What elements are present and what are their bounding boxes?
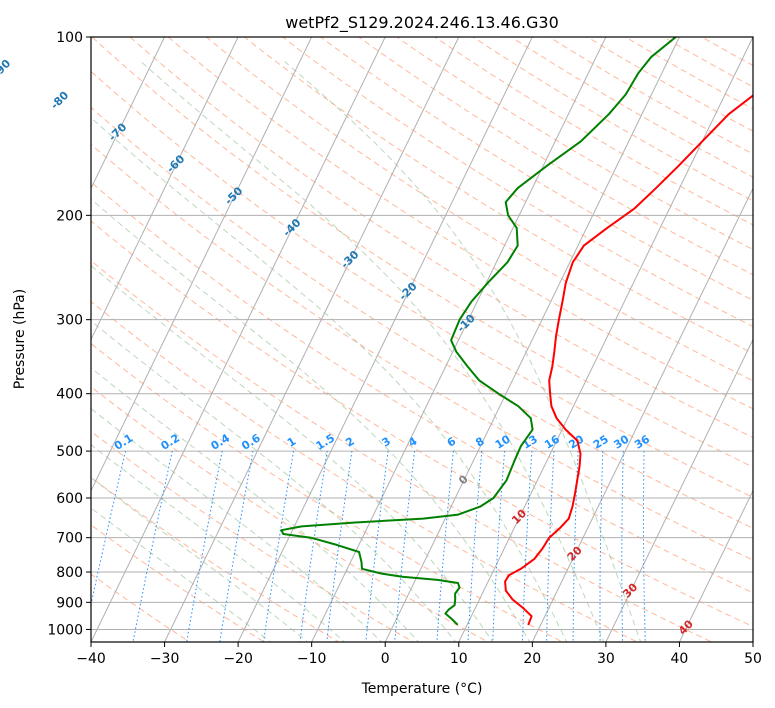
isotherm-line (163, 37, 460, 642)
y-tick-label: 100 (56, 30, 83, 46)
y-tick-label: 1000 (47, 622, 83, 638)
dry-adiabat (91, 181, 753, 594)
dry-adiabat (91, 476, 340, 642)
mixing-ratio-line (643, 451, 646, 642)
y-tick-label: 500 (56, 444, 83, 460)
y-tick-label: 800 (56, 565, 83, 581)
dry-adiabat (91, 220, 753, 628)
isotherm-line (91, 37, 239, 341)
isotherm-line (311, 37, 607, 642)
mixing-ratio-line (263, 451, 294, 642)
x-tick-label: 20 (523, 651, 541, 667)
mixing-ratio-line (394, 451, 416, 642)
y-tick-label: 400 (56, 387, 83, 403)
mixing-ratio-line (546, 451, 555, 642)
isotherm-line (605, 338, 753, 642)
plot-area (91, 37, 753, 642)
x-tick-label: −40 (76, 651, 106, 667)
isotherm-line (752, 640, 753, 642)
mixing-ratio-line (521, 451, 533, 642)
dry-adiabat (91, 524, 266, 642)
isotherm-line (91, 37, 166, 190)
x-tick-label: −30 (150, 651, 180, 667)
mixing-ratio-line (91, 450, 126, 607)
isotherm-line (91, 37, 313, 492)
moist-adiabat (91, 198, 531, 642)
x-tick-label: 0 (381, 651, 390, 667)
isotherm-line (237, 37, 533, 642)
background-lines (91, 37, 753, 642)
isotherm-label: -90 (0, 57, 14, 80)
dry-adiabat (91, 143, 753, 561)
mixing-ratio-line (436, 451, 454, 642)
mixing-ratio-line (299, 451, 328, 642)
mixing-ratio-line (186, 451, 223, 642)
y-tick-label: 200 (56, 208, 83, 224)
y-tick-label: 600 (56, 491, 83, 507)
y-tick-label: 300 (56, 313, 83, 329)
dry-adiabat (91, 260, 713, 642)
moist-adiabat (91, 116, 568, 642)
dry-adiabat (91, 300, 639, 642)
mixing-ratio-line (492, 451, 506, 642)
moist-adiabat (91, 476, 309, 642)
chart-title: wetPf2_S129.2024.246.13.46.G30 (285, 13, 559, 33)
dry-adiabat (91, 342, 564, 642)
x-axis: −40 −30 −20 −10 0 10 20 30 40 50 (76, 642, 762, 667)
isotherm-line (91, 37, 386, 642)
isotherm-line (531, 187, 753, 642)
mixing-ratio-line (365, 451, 389, 642)
mixing-ratio-line (621, 451, 624, 642)
x-tick-label: 10 (450, 651, 468, 667)
plot-frame (90, 36, 754, 643)
x-axis-title: Temperature (°C) (361, 681, 483, 697)
x-tick-label: 50 (744, 651, 762, 667)
dry-adiabat (91, 106, 753, 529)
mixing-ratio-line (132, 450, 173, 642)
mixing-ratio-line (326, 451, 353, 642)
dry-adiabat (91, 386, 490, 642)
x-tick-label: 40 (670, 651, 688, 667)
series-lines (280, 37, 753, 626)
x-tick-label: −10 (297, 651, 327, 667)
y-axis-title: Pressure (hPa) (12, 289, 28, 389)
x-tick-label: 30 (597, 651, 615, 667)
mixing-ratio-line (219, 451, 254, 642)
mixing-ratio-line (599, 451, 604, 642)
isotherm-label: -80 (48, 88, 71, 111)
mixing-ratio-line (467, 451, 483, 642)
temperature-line (504, 94, 753, 626)
isotherm-line (678, 489, 753, 642)
dewpoint-line (280, 37, 677, 626)
isotherm-line (458, 37, 753, 642)
x-tick-label: −20 (223, 651, 253, 667)
y-tick-label: 700 (56, 531, 83, 547)
y-axis: 100 200 300 400 500 600 700 800 900 1000 (47, 30, 91, 638)
isotherm-line (384, 37, 681, 642)
mixing-ratio-line (572, 451, 579, 642)
y-tick-label: 900 (56, 595, 83, 611)
